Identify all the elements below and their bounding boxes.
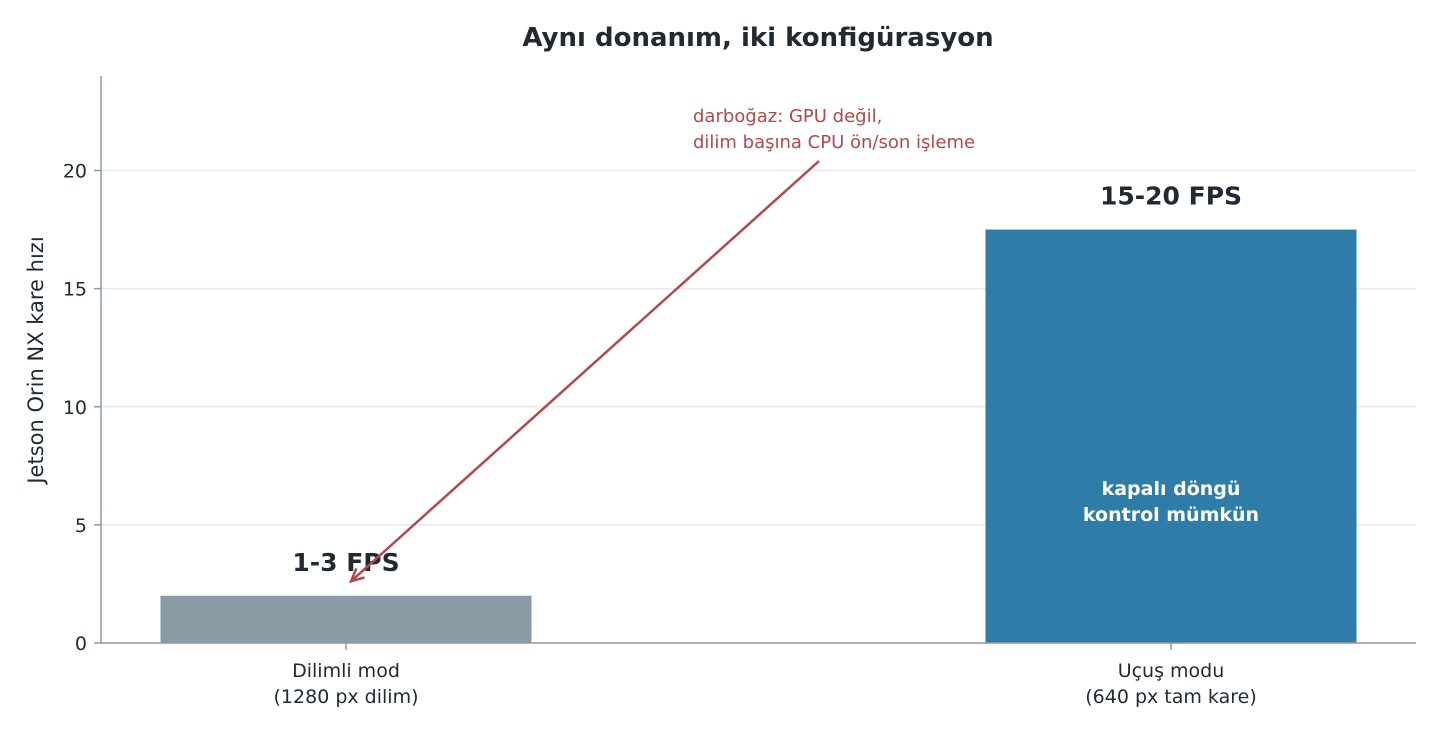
x-tick-label: Uçuş modu (640 px tam kare): [1085, 660, 1257, 708]
bar: [160, 595, 532, 643]
x-tick-label: Dilimli mod (1280 px dilim): [274, 660, 419, 708]
arrowhead: [348, 567, 365, 584]
chart-title: Aynı donanım, iki konfigürasyon: [522, 23, 993, 53]
bar-inner-label: kapalı döngü kontrol mümkün: [1083, 478, 1259, 526]
y-axis-label: Jetson Orin NX kare hızı: [24, 236, 48, 485]
annotation: darboğaz: GPU değil, dilim başına CPU ön/…: [348, 106, 975, 584]
annotation-text: darboğaz: GPU değil, dilim başına CPU ön/…: [693, 106, 975, 153]
annotation-arrow: [350, 160, 820, 583]
axes: 0 5 10 15 20 Dilimli mod (1280 px dilim) Uçuş m…: [63, 76, 1416, 708]
y-tick-label: 15: [63, 279, 87, 301]
bar: [985, 229, 1357, 643]
bar-value-label: 15-20 FPS: [1100, 182, 1242, 211]
y-tick-label: 10: [63, 397, 87, 419]
y-tick-label: 0: [75, 633, 87, 655]
y-tick-label: 20: [63, 161, 87, 183]
bars: [160, 229, 1357, 643]
y-tick-label: 5: [75, 515, 87, 537]
